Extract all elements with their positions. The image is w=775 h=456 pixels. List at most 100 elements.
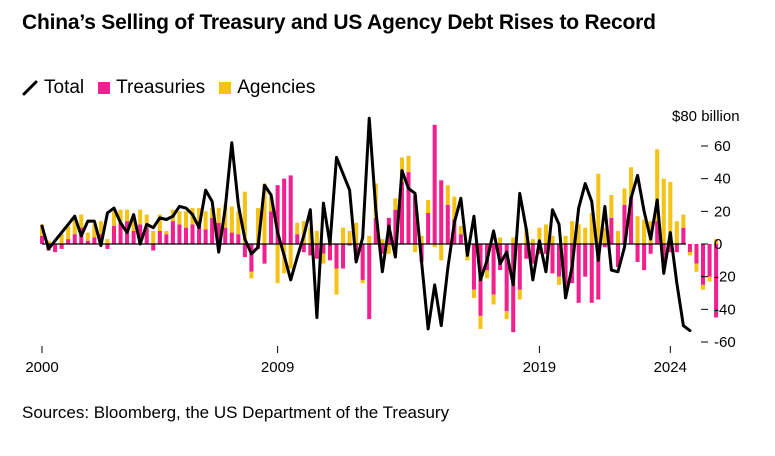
bar-agencies (98, 221, 103, 235)
bar-agencies (714, 239, 719, 244)
source-note: Sources: Bloomberg, the US Department of… (22, 403, 450, 422)
y-axis-unit-label: $80 billion (672, 108, 740, 125)
bar-agencies (471, 289, 476, 298)
bar-treasuries (648, 244, 653, 254)
bar-agencies (445, 185, 450, 205)
bar-agencies (439, 244, 444, 261)
bar-treasuries (183, 227, 189, 244)
bar-treasuries (668, 244, 673, 253)
bar-treasuries (59, 244, 64, 249)
bar-treasuries (151, 244, 156, 251)
chart-title: China’s Selling of Treasury and US Agenc… (22, 11, 656, 34)
bar-agencies (642, 219, 647, 244)
bar-agencies (295, 222, 300, 235)
bar-agencies (432, 244, 437, 248)
bar-treasuries (131, 230, 136, 244)
bar-agencies (79, 214, 84, 228)
bar-treasuries (275, 185, 280, 244)
bar-treasuries (249, 244, 254, 272)
bar-treasuries (439, 180, 444, 244)
bar-treasuries (550, 244, 555, 274)
bar-treasuries (190, 224, 195, 244)
bar-agencies (681, 214, 686, 228)
bar-agencies (517, 289, 522, 300)
bar-agencies (615, 230, 620, 244)
bar-agencies (700, 284, 706, 290)
bar-treasuries (360, 244, 365, 280)
x-tick-label: 2000 (25, 359, 58, 376)
bar-agencies (596, 173, 601, 244)
y-tick-label: 20 (714, 203, 731, 220)
bar-agencies (203, 211, 208, 230)
x-tick-label: 2009 (261, 359, 294, 376)
bar-agencies (426, 199, 431, 213)
bar-agencies (183, 211, 189, 228)
legend-swatch-agencies (219, 82, 232, 94)
bar-agencies (570, 221, 575, 244)
bar-treasuries (694, 244, 699, 264)
bar-treasuries (203, 229, 208, 244)
y-tick-label: -40 (714, 301, 736, 318)
bar-agencies (85, 232, 90, 241)
bar-treasuries (530, 244, 535, 264)
bar-treasuries (557, 244, 562, 277)
bar-agencies (478, 315, 483, 329)
bar-agencies (347, 230, 352, 244)
bar-agencies (197, 208, 202, 222)
bar-treasuries (511, 244, 516, 333)
bar-treasuries (210, 217, 215, 244)
y-tick-label: 60 (714, 138, 731, 155)
bar-agencies (157, 214, 162, 231)
bar-agencies (118, 209, 123, 223)
bar-agencies (367, 235, 372, 244)
bar-agencies (661, 178, 666, 244)
bar-treasuries (301, 244, 306, 253)
bar-treasuries (197, 221, 202, 244)
bar-treasuries (602, 244, 607, 248)
bar-agencies (406, 155, 411, 173)
bar-agencies (543, 224, 548, 244)
bar-treasuries (229, 232, 234, 244)
bar-treasuries (282, 178, 287, 244)
bar-agencies (269, 196, 274, 212)
bar-treasuries (295, 234, 300, 244)
bar-treasuries (341, 244, 346, 269)
bar-treasuries (223, 227, 228, 244)
bar-agencies (583, 227, 588, 244)
bar-agencies (308, 227, 313, 244)
bar-treasuries (367, 244, 372, 320)
bar-treasuries (445, 204, 450, 244)
bar-treasuries (92, 237, 97, 244)
bar-agencies (229, 206, 234, 233)
bar-agencies (59, 234, 64, 244)
bar-treasuries (39, 235, 45, 244)
bar-treasuries (216, 222, 221, 244)
bar-treasuries (674, 244, 679, 253)
bar-treasuries (105, 244, 110, 249)
y-tick-label: 0 (714, 236, 722, 253)
x-tick-label: 2024 (654, 359, 687, 376)
bar-agencies (491, 294, 496, 305)
bar-agencies (452, 196, 457, 220)
bar-treasuries (596, 244, 601, 300)
bar-agencies (216, 208, 221, 223)
bar-treasuries (576, 244, 581, 303)
legend-label-total: Total (44, 77, 85, 98)
bar-agencies (151, 230, 156, 244)
bar-treasuries (53, 244, 58, 253)
bar-agencies (550, 235, 555, 244)
bar-agencies (511, 237, 516, 244)
bar-treasuries (563, 244, 568, 290)
bar-agencies (236, 211, 241, 235)
bar-agencies (262, 183, 267, 244)
bar-agencies (255, 208, 261, 244)
bar-treasuries (157, 230, 162, 244)
bar-agencies (144, 214, 149, 228)
bar-treasuries (609, 217, 614, 244)
total-line (40, 116, 692, 333)
bar-treasuries (138, 224, 143, 244)
bar-agencies (674, 221, 679, 244)
bar-treasuries (66, 239, 71, 244)
bar-treasuries (642, 244, 647, 271)
